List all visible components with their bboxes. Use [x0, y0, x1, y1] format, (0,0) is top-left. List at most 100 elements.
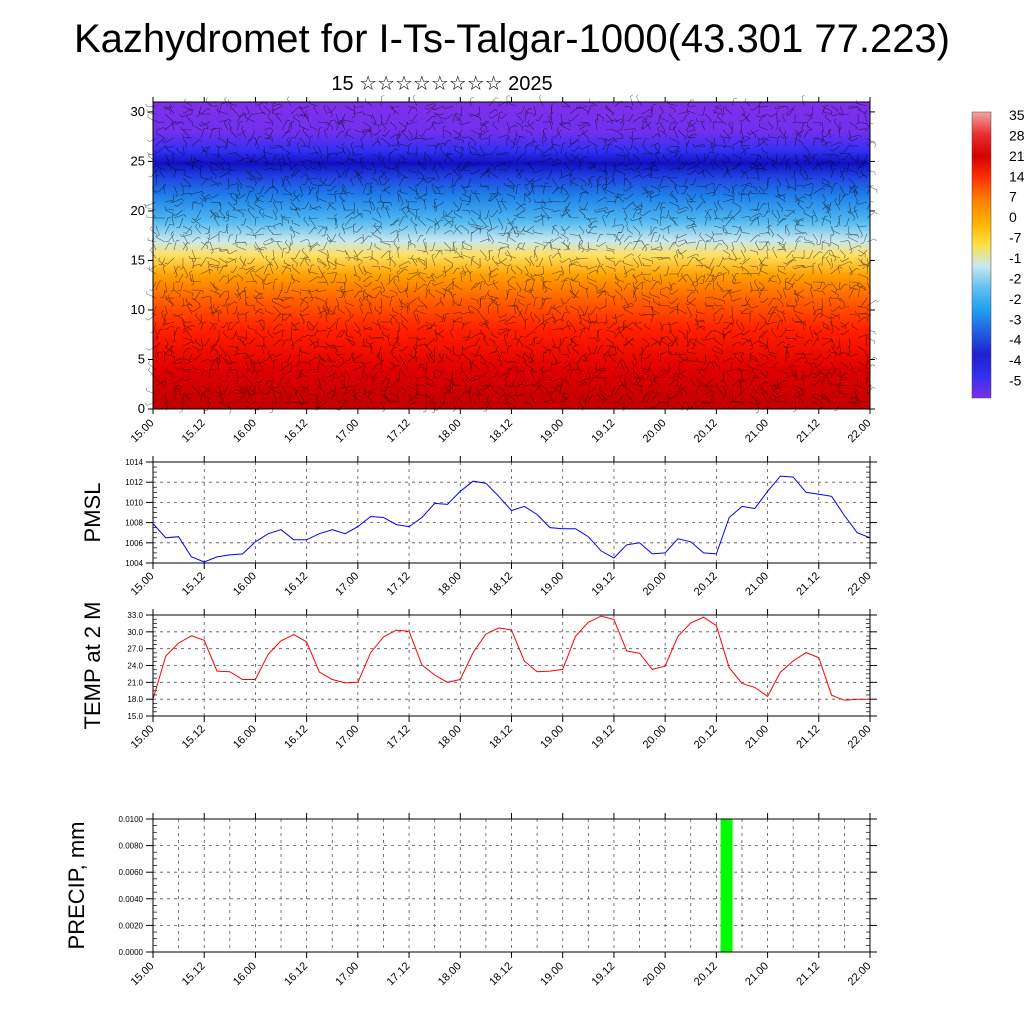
wind-barb-flag [633, 201, 635, 205]
wind-barb [280, 202, 283, 211]
wind-barb [785, 250, 793, 259]
wind-barb-flag [557, 233, 560, 237]
wind-barb [153, 321, 157, 333]
wind-barb-flag [185, 248, 188, 251]
wind-barb [287, 121, 292, 133]
wind-barb-flag [331, 127, 334, 131]
wind-barb-flag [830, 309, 834, 312]
wind-barb-flag [646, 194, 649, 198]
wind-barb [211, 212, 220, 219]
wind-barb [392, 233, 400, 243]
wind-barb [454, 161, 463, 171]
wind-barb-flag [216, 144, 219, 148]
wind-barb-flag [519, 309, 523, 313]
wind-barb-flag [694, 317, 696, 321]
wind-barb-flag [649, 167, 651, 171]
wind-barb-flag [805, 232, 808, 236]
wind-barb [686, 257, 694, 267]
wind-barb-flag [170, 167, 172, 171]
wind-barb [623, 321, 625, 331]
wind-barb [749, 129, 760, 135]
wind-barb [619, 233, 625, 241]
wind-barb [303, 219, 310, 227]
wind-barb-flag [691, 222, 694, 226]
wind-barb-flag [217, 213, 219, 217]
wind-barb-flag [668, 331, 672, 334]
wind-barb-flag [822, 240, 826, 242]
wind-barb-flag [423, 198, 427, 201]
wind-barb-flag [787, 233, 791, 237]
wind-barb-flag [211, 313, 214, 317]
wind-barb-flag [845, 233, 849, 235]
wind-barb [405, 289, 409, 299]
wind-barb-flag [809, 325, 813, 329]
wind-barb [758, 115, 764, 123]
wind-barb [551, 328, 562, 331]
wind-barb-flag [326, 309, 330, 313]
wind-barb-flag [598, 266, 602, 268]
wind-barb-flag [633, 286, 637, 289]
wind-barb [401, 323, 409, 331]
wind-barb [272, 257, 279, 268]
wind-barb [461, 241, 472, 247]
wind-barb-flag [756, 136, 759, 140]
wind-barb [497, 161, 508, 167]
wind-barb [288, 137, 292, 146]
wind-barb-flag [442, 288, 446, 290]
wind-barb-flag [160, 297, 164, 299]
wind-barb-flag [431, 282, 435, 286]
wind-barb [812, 138, 816, 147]
wind-barb-flag [813, 243, 815, 247]
wind-barb-flag [172, 123, 175, 126]
wind-barb-flag [524, 183, 528, 186]
wind-barb [345, 191, 355, 195]
wind-barb-flag [604, 183, 608, 186]
wind-barb-flag [638, 254, 641, 257]
wind-barb-flag [351, 116, 355, 119]
wind-barb-flag [702, 168, 705, 171]
wind-barb [765, 242, 769, 251]
wind-barb-flag [419, 135, 423, 137]
wind-barb [623, 253, 632, 259]
wind-barb [411, 113, 418, 122]
wind-barb-flag [654, 143, 657, 147]
wind-barb-flag [174, 204, 178, 207]
wind-barb-flag [319, 127, 323, 129]
wind-barb-flag [442, 270, 446, 273]
wind-barb-flag [744, 97, 747, 101]
wind-barb-flag [398, 266, 402, 270]
wind-barb [382, 333, 391, 339]
wind-barb [551, 225, 555, 235]
wind-barb-flag [594, 166, 597, 170]
wind-barb [425, 153, 432, 160]
wind-barb-flag [206, 245, 208, 249]
wind-barb-flag [395, 127, 397, 131]
wind-barb-flag [645, 118, 648, 121]
wind-barb [376, 209, 382, 219]
wind-barb [754, 321, 760, 333]
wind-barb [425, 145, 435, 147]
wind-barb [623, 178, 625, 187]
wind-barb [830, 105, 838, 110]
wind-barb [632, 225, 641, 234]
wind-barb [198, 105, 202, 116]
wind-barb [505, 321, 517, 325]
wind-barb [494, 345, 499, 353]
wind-barb [785, 185, 796, 189]
wind-barb-flag [587, 225, 591, 228]
wind-barb-flag [368, 302, 372, 305]
wind-barb-flag [319, 316, 323, 319]
wind-barb [218, 201, 222, 210]
wind-barb-flag [560, 304, 564, 307]
wind-barb-flag [165, 240, 169, 243]
wind-barb-flag [322, 227, 326, 229]
wind-barb [380, 297, 383, 307]
wind-barb-flag [616, 192, 619, 197]
wind-barb-flag [377, 318, 381, 321]
wind-barb-flag [651, 246, 653, 250]
wind-barb [226, 305, 229, 315]
wind-barb-flag [844, 283, 848, 286]
wind-barb [178, 273, 184, 283]
wind-barb-flag [187, 242, 191, 244]
wind-barb [744, 115, 751, 123]
